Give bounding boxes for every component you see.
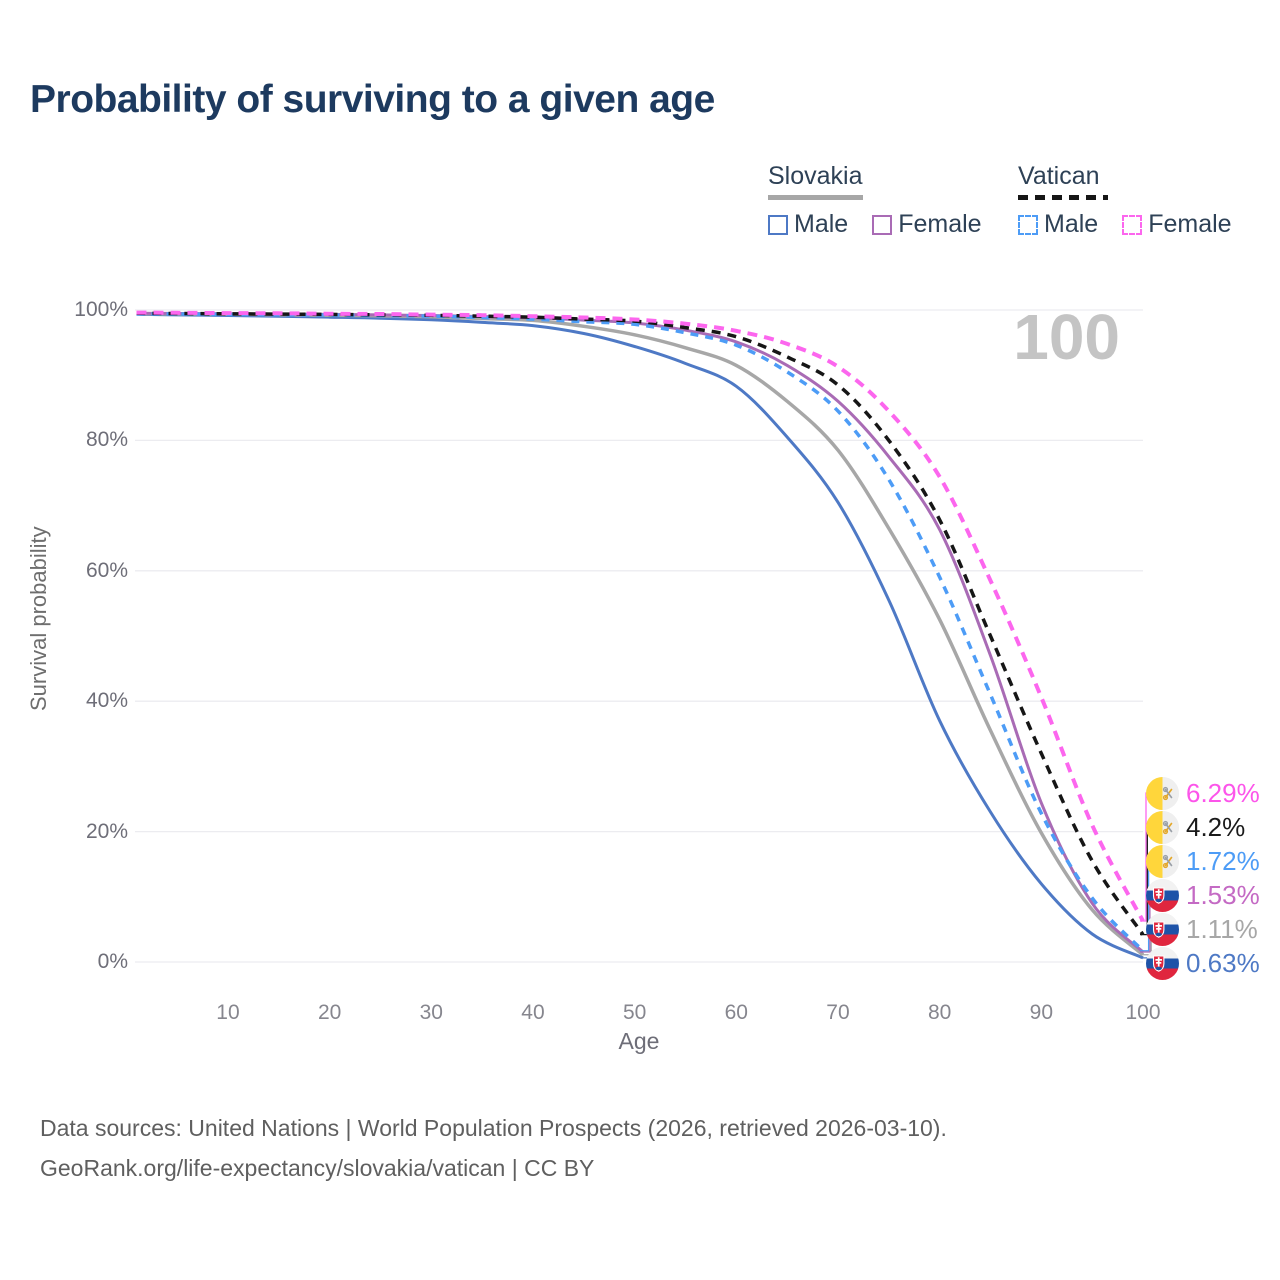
end-label-slovakia-male: 0.63% [1146,946,1260,980]
slovakia-flag-icon [1146,946,1179,980]
hover-age-annotation: 100 [1013,301,1120,373]
y-tick-40%: 40% [85,689,128,713]
x-tick-100: 100 [1125,1001,1161,1024]
legend-item-label: Female [1148,210,1232,238]
end-value-label: 1.53% [1186,879,1260,910]
x-tick-70: 70 [826,1001,850,1024]
y-tick-60%: 60% [85,558,128,582]
curve-vatican-female[interactable] [136,310,1145,922]
footer-line-sources: Data sources: United Nations | World Pop… [40,1115,947,1141]
end-value-label: 6.29% [1186,777,1260,808]
x-tick-30: 30 [419,1001,443,1024]
x-tick-10: 10 [216,1001,240,1024]
slovakia-flag-icon [1146,912,1179,946]
x-tick-90: 90 [1029,1001,1053,1024]
vatican-flag-icon [1146,810,1179,844]
data-sources-footer: Data sources: United Nations | World Pop… [40,1108,947,1188]
end-value-label: 0.63% [1186,947,1260,978]
end-value-label: 4.2% [1186,811,1246,842]
legend-item-label: Male [794,210,849,238]
legend-swatch-icon[interactable] [872,214,893,235]
y-tick-20%: 20% [85,819,128,843]
x-tick-60: 60 [724,1001,748,1024]
y-tick-100%: 100% [74,298,128,321]
legend-swatch-icon[interactable] [768,214,788,235]
legend-item-slovakia-male[interactable]: Male [768,210,848,239]
legend-items-vatican: Male Female [1018,210,1256,239]
page-title: Probability of surviving to a given age [30,78,715,121]
curve-slovakia[interactable] [136,311,1145,957]
vatican-flag-icon [1146,776,1179,810]
end-label-vatican: 4.2% [1146,810,1246,844]
x-axis-title: Age [618,1028,660,1054]
y-axis-title: Survival probability [26,526,51,712]
end-value-label: 1.11% [1186,913,1258,944]
x-tick-40: 40 [521,1001,545,1024]
y-tick-80%: 80% [85,428,128,452]
slovakia-line-sample [768,195,863,200]
end-value-label: 1.72% [1186,845,1260,876]
y-tick-0%: 0% [97,950,128,973]
legend-item-slovakia-female[interactable]: Female [872,210,982,239]
legend-group-vatican: Vatican Male Female [1018,162,1256,239]
x-tick-50: 50 [622,1001,647,1024]
curve-vatican[interactable] [136,311,1145,936]
curve-slovakia-female[interactable] [136,311,1145,954]
curve-slovakia-male[interactable] [136,312,1144,960]
legend-swatch-icon[interactable] [1122,214,1143,235]
legend-item-vatican-male[interactable]: Male [1018,210,1098,239]
x-tick-80: 80 [927,1001,952,1024]
legend-item-label: Male [1044,210,1099,238]
legend-swatch-icon[interactable] [1018,214,1038,235]
legend-title-slovakia: Slovakia [768,162,863,190]
legend-items-slovakia: Male Female [768,210,1006,239]
legend-title-vatican: Vatican [1018,162,1100,190]
x-tick-20: 20 [317,1001,342,1024]
legend-item-label: Female [898,210,982,238]
end-label-slovakia-female: 1.53% [1146,878,1260,912]
slovakia-flag-icon [1146,878,1179,912]
end-label-vatican-male: 1.72% [1146,844,1260,878]
vatican-line-sample [1018,195,1108,200]
end-label-slovakia: 1.11% [1146,912,1258,946]
vatican-flag-icon [1146,844,1179,878]
legend-item-vatican-female[interactable]: Female [1122,210,1232,239]
end-label-vatican-female: 6.29% [1146,776,1260,810]
footer-line-license: GeoRank.org/life-expectancy/slovakia/vat… [40,1155,595,1181]
legend-group-slovakia: Slovakia Male Female [768,162,1006,239]
curve-vatican-male[interactable] [136,312,1145,953]
